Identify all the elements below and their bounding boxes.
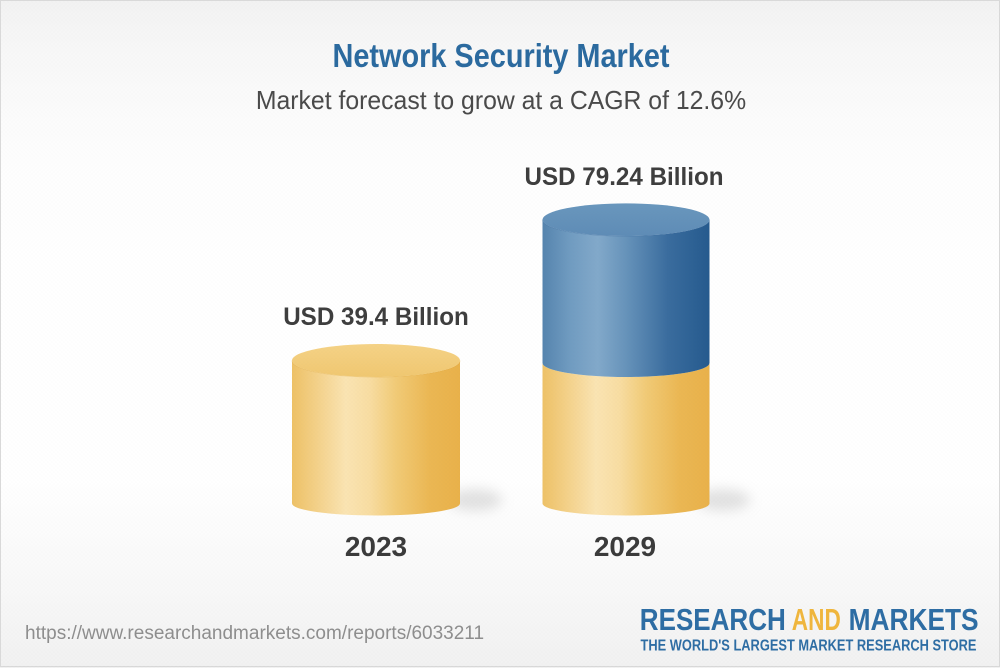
svg-text:THE WORLD'S LARGEST MARKET RES: THE WORLD'S LARGEST MARKET RESEARCH STOR… (641, 638, 977, 655)
svg-text:AND: AND (792, 602, 841, 637)
svg-text:RESEARCH: RESEARCH (640, 602, 786, 637)
svg-text:MARKETS: MARKETS (849, 602, 979, 637)
